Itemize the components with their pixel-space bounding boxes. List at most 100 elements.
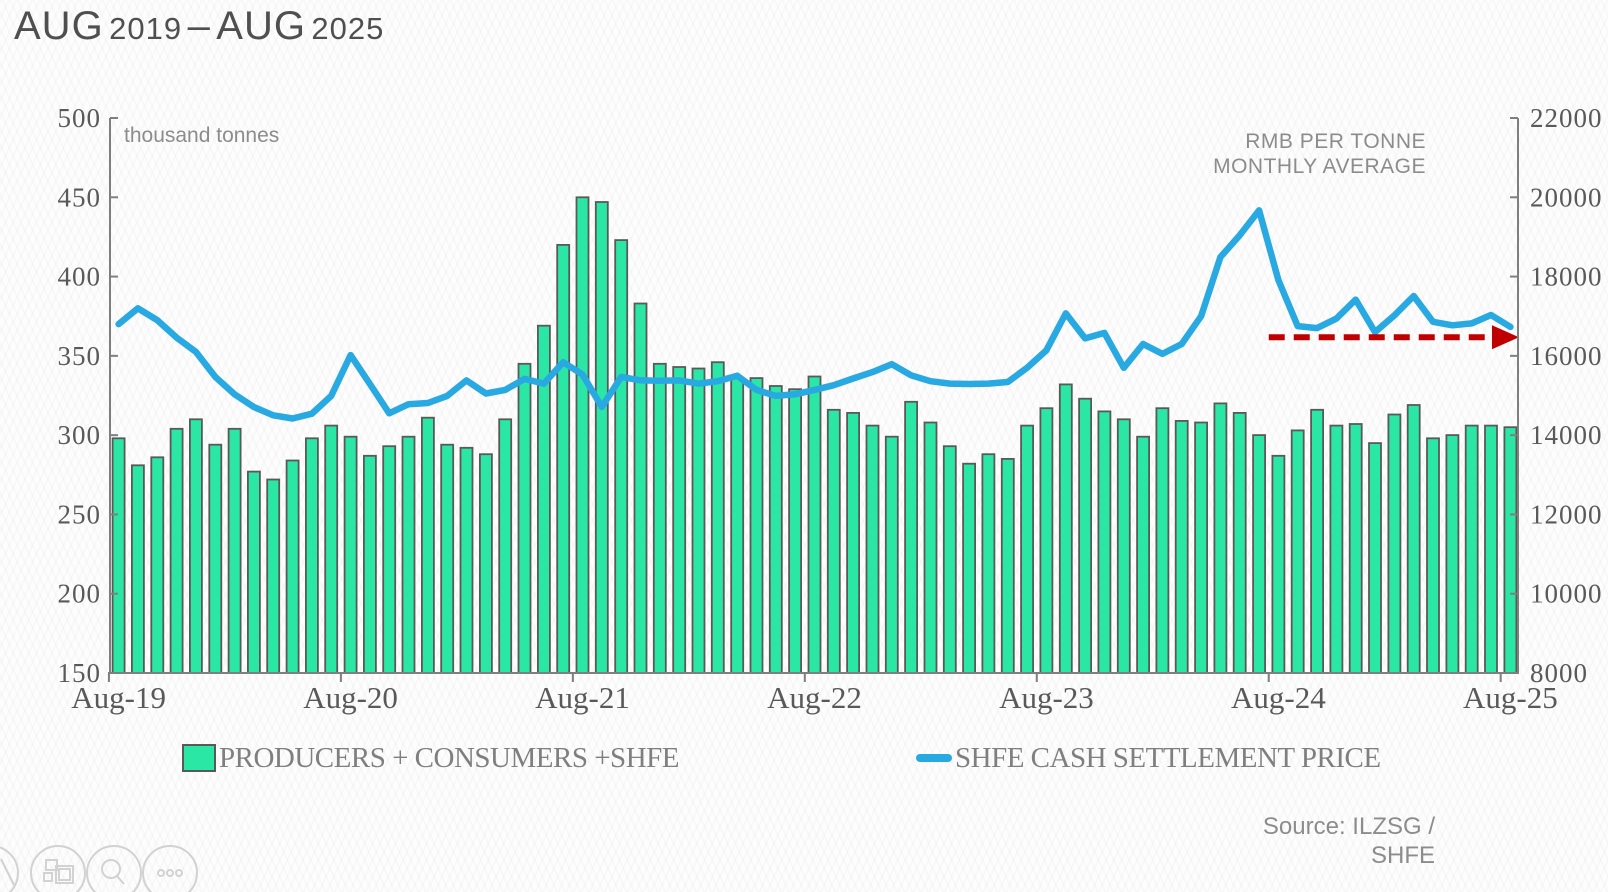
left-axis-tick-label: 350 <box>58 341 102 371</box>
title-year: 2025 <box>311 11 385 46</box>
bar <box>1503 426 1518 674</box>
bar <box>962 462 976 674</box>
bar <box>304 437 319 674</box>
bar <box>1348 423 1363 674</box>
bar <box>1271 454 1286 674</box>
bar <box>401 435 416 674</box>
bar <box>904 400 918 674</box>
right-axis-unit-line1: RMB PER TONNE <box>1245 130 1426 153</box>
bar <box>1445 434 1460 674</box>
bar <box>1484 424 1498 674</box>
bar <box>1097 410 1112 674</box>
bar <box>266 478 281 674</box>
bar <box>1039 407 1054 674</box>
bar-series-label: PRODUCERS + CONSUMERS +SHFE <box>219 741 679 774</box>
left-axis-tick-label: 500 <box>58 103 102 133</box>
bar <box>614 239 629 674</box>
x-axis-tick-label: Aug-20 <box>303 680 398 715</box>
bar <box>556 243 571 674</box>
bar <box>498 418 513 674</box>
right-axis-tick-label: 10000 <box>1530 579 1603 609</box>
legend-item-line: SHFE CASH SETTLEMENT PRICE <box>916 737 1381 779</box>
bar <box>1136 435 1150 674</box>
bar <box>942 445 957 674</box>
bar <box>1194 421 1208 674</box>
x-axis-tick-label: Aug-22 <box>767 680 862 715</box>
right-axis-tick-label: 14000 <box>1530 420 1603 450</box>
bar <box>324 424 339 674</box>
reference-arrow-head <box>1492 325 1519 350</box>
bar <box>846 411 860 674</box>
bar <box>246 470 261 674</box>
bar <box>1155 407 1170 674</box>
bar <box>1368 442 1382 674</box>
bar <box>594 201 609 674</box>
view-toolbar-icons <box>0 845 198 892</box>
bar <box>884 435 899 674</box>
bar <box>343 435 358 674</box>
bar <box>923 421 938 674</box>
bar <box>1116 418 1131 674</box>
pencil-icon[interactable] <box>0 846 19 892</box>
title-word: AUG <box>216 4 306 48</box>
bar <box>440 443 455 674</box>
more-options-icon[interactable] <box>142 845 198 892</box>
title-dash: – <box>187 4 211 48</box>
bar <box>672 366 687 674</box>
bar <box>1406 404 1421 674</box>
bar <box>1000 457 1015 674</box>
bar <box>208 443 223 674</box>
bar <box>749 377 764 674</box>
left-axis-unit-label: thousand tonnes <box>124 124 280 147</box>
bar <box>517 362 532 674</box>
bar <box>807 375 822 674</box>
bar-series-swatch <box>182 744 216 772</box>
bar <box>1252 434 1266 674</box>
bar <box>1329 424 1344 674</box>
line-series-swatch <box>916 754 952 762</box>
source-line1: Source: ILZSG / <box>1262 813 1435 840</box>
bar <box>652 362 667 674</box>
right-axis-tick-label: 16000 <box>1530 341 1603 371</box>
x-axis-tick-label: Aug-23 <box>999 680 1094 715</box>
right-axis-tick-label: 20000 <box>1530 182 1603 212</box>
right-axis-tick-label: 22000 <box>1530 103 1603 133</box>
legend-item-bars: PRODUCERS + CONSUMERS +SHFE <box>182 737 679 779</box>
right-axis-unit-line2: MONTHLY AVERAGE <box>1213 155 1426 178</box>
left-axis-tick-label: 300 <box>58 420 102 450</box>
right-axis-tick-label: 18000 <box>1530 262 1603 292</box>
bar <box>285 459 300 674</box>
bar <box>382 445 397 674</box>
bar <box>169 427 184 674</box>
bar <box>1387 413 1402 674</box>
left-axis-tick-label: 200 <box>58 579 102 609</box>
left-axis-tick-label: 450 <box>58 182 102 212</box>
bar <box>111 437 126 674</box>
bar <box>1213 402 1228 674</box>
price-line <box>115 207 1514 422</box>
bar <box>188 418 203 674</box>
source-line2: SHFE <box>1370 842 1435 869</box>
bar <box>788 388 802 674</box>
bar <box>478 453 493 674</box>
bar <box>1020 424 1034 674</box>
bar <box>633 302 648 674</box>
bar <box>227 427 242 674</box>
bar <box>130 464 145 674</box>
bar <box>1310 408 1324 674</box>
right-axis-unit-label: RMB PER TONNE MONTHLY AVERAGE <box>1213 129 1426 179</box>
slide-layout-icon[interactable] <box>30 845 86 892</box>
source-note: Source: ILZSG / SHFE <box>1263 812 1435 870</box>
bar <box>575 196 590 674</box>
zoom-icon[interactable] <box>86 845 142 892</box>
bar <box>1426 437 1440 674</box>
bar <box>865 424 880 674</box>
title-year: 2019 <box>109 11 183 46</box>
left-axis-tick-label: 400 <box>58 262 102 292</box>
bar <box>826 408 841 674</box>
bar <box>459 446 474 674</box>
page-title: AUG 2019 – AUG 2025 <box>14 4 384 49</box>
left-axis-tick-label: 250 <box>58 499 102 529</box>
